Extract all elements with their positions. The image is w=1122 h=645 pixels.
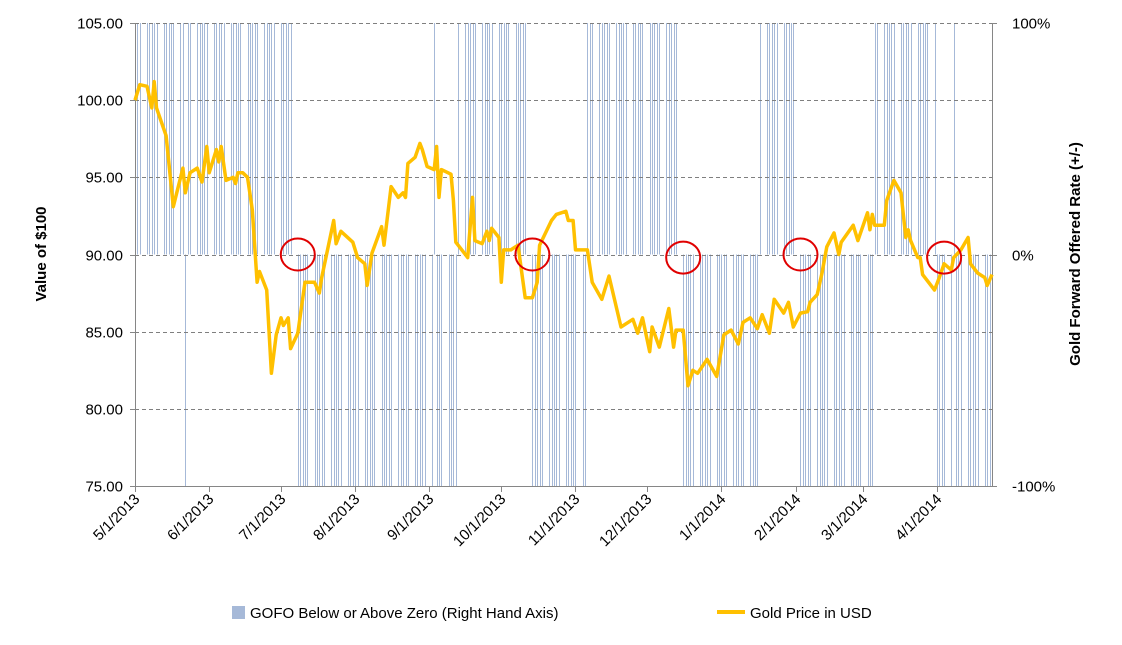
x-tick-label: 2/1/2014	[751, 491, 804, 544]
legend-label-gold: Gold Price in USD	[750, 605, 872, 622]
y2-tick-label: 100%	[1012, 16, 1050, 33]
annotation-circle	[514, 237, 551, 272]
legend: GOFO Below or Above Zero (Right Hand Axi…	[232, 605, 872, 622]
y2-tick-label: -100%	[1012, 479, 1055, 496]
y-tick-label: 100.00	[77, 93, 123, 110]
annotation-circle	[665, 240, 702, 275]
y-axis-title: Value of $100	[33, 206, 50, 301]
gold-price-series	[133, 79, 994, 388]
annotation-circle	[926, 240, 963, 275]
annotation-circle	[279, 237, 316, 272]
annotation-circle	[782, 237, 819, 272]
annotations	[279, 237, 963, 275]
x-tick-label: 6/1/2013	[164, 491, 217, 544]
x-tick-label: 12/1/2013	[596, 491, 655, 550]
x-tick-label: 10/1/2013	[450, 491, 509, 550]
y-tick-label: 105.00	[77, 16, 123, 33]
x-tick-label: 5/1/2013	[90, 491, 143, 544]
legend-swatch-gofo	[232, 606, 245, 619]
legend-label-gofo: GOFO Below or Above Zero (Right Hand Axi…	[250, 605, 558, 622]
left-axis-ticks: 75.00 80.00 85.00 90.00 95.00 100.00 105.00	[77, 16, 135, 496]
axes	[135, 23, 993, 487]
y2-tick-label: 0%	[1012, 248, 1034, 265]
x-tick-label: 3/1/2014	[818, 491, 871, 544]
right-axis-ticks: -100% 0% 100%	[992, 16, 1055, 496]
y2-axis-title: Gold Forward Offered Rate (+/-)	[1067, 142, 1084, 366]
x-tick-label: 4/1/2014	[892, 491, 945, 544]
y-tick-label: 80.00	[85, 402, 123, 419]
gold-price-line	[133, 79, 994, 388]
x-tick-label: 1/1/2014	[676, 491, 729, 544]
x-axis-ticks: 5/1/2013 6/1/2013 7/1/2013 8/1/2013 9/1/2013…	[90, 486, 945, 550]
x-tick-label: 7/1/2013	[236, 491, 289, 544]
x-tick-label: 9/1/2013	[384, 491, 437, 544]
y-tick-label: 75.00	[85, 479, 123, 496]
gofo-bars	[135, 23, 993, 486]
y-tick-label: 95.00	[85, 170, 123, 187]
gridlines	[135, 23, 992, 410]
x-tick-label: 11/1/2013	[525, 491, 583, 549]
x-tick-label: 8/1/2013	[310, 491, 363, 544]
y-tick-label: 85.00	[85, 325, 123, 342]
y-tick-label: 90.00	[85, 248, 123, 265]
